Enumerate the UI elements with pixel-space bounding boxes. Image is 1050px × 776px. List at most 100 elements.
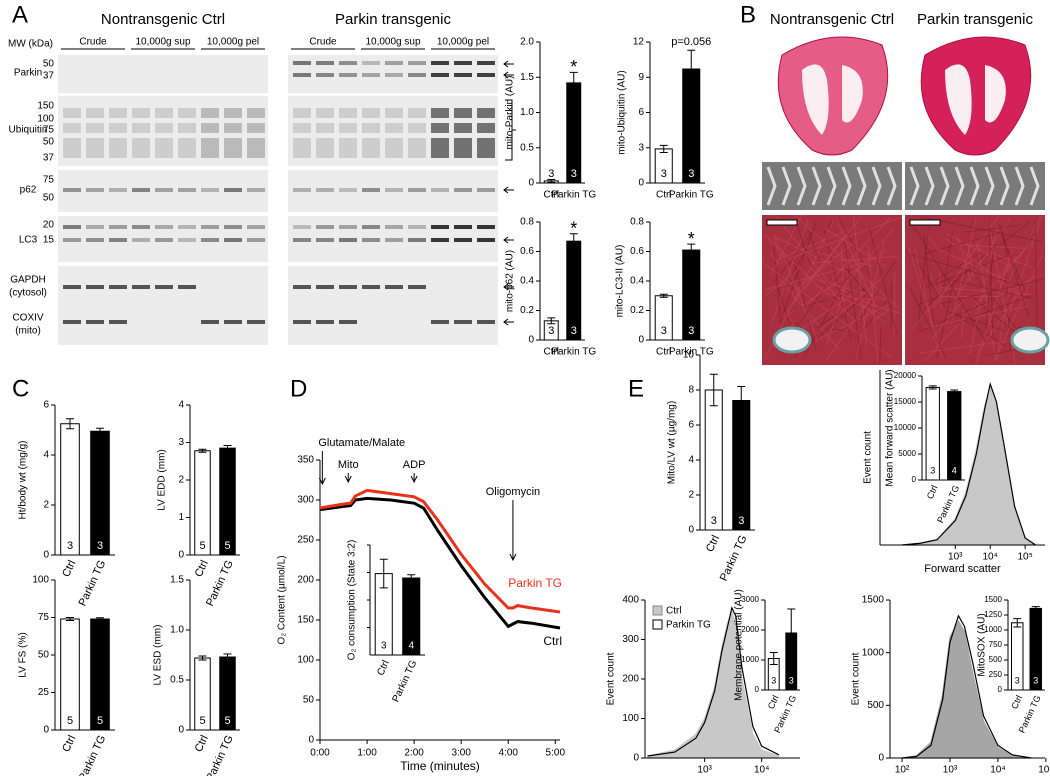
n-label: 3 bbox=[661, 168, 667, 180]
fiber-streak bbox=[977, 248, 1034, 268]
y-tick-label: 1.0 bbox=[520, 107, 534, 118]
fiber-streak bbox=[860, 260, 896, 320]
y-tick-label: 1000 bbox=[741, 655, 759, 664]
blot-band bbox=[454, 225, 472, 229]
y-axis-label: MitoSOX (AU) bbox=[977, 613, 988, 676]
blot-band bbox=[385, 61, 403, 65]
blot-band bbox=[293, 73, 311, 77]
blot-band bbox=[362, 238, 380, 242]
blot-band bbox=[362, 148, 380, 158]
blot-band bbox=[408, 148, 426, 158]
blot-band bbox=[431, 61, 449, 65]
y-tick-label: 2 bbox=[178, 475, 184, 486]
blot-band bbox=[132, 238, 150, 242]
blot-band bbox=[63, 225, 81, 229]
y-tick-label: 1.0 bbox=[170, 625, 184, 636]
blot-band bbox=[247, 188, 265, 192]
fiber-streak bbox=[998, 223, 1030, 318]
series-line bbox=[319, 496, 561, 630]
y-tick-label: 250 bbox=[989, 670, 1003, 679]
z-line bbox=[886, 166, 897, 206]
fiber-streak bbox=[772, 236, 784, 265]
error-bar bbox=[66, 617, 74, 621]
y-tick-label: 9 bbox=[638, 72, 644, 83]
blot-band bbox=[63, 138, 81, 148]
blot-band bbox=[293, 108, 311, 118]
blot-band bbox=[155, 188, 173, 192]
z-line bbox=[1014, 166, 1025, 206]
mw-label: 20 bbox=[43, 220, 55, 231]
x-tick-label: 5:00 bbox=[546, 748, 566, 759]
y-tick-label: 0.4 bbox=[520, 276, 534, 287]
x-tick-label: 10⁵ bbox=[1038, 765, 1050, 776]
legend-label: Ctrl bbox=[666, 606, 682, 617]
band-arrow bbox=[503, 236, 514, 244]
blot-band bbox=[362, 285, 380, 289]
blot-band bbox=[316, 225, 334, 229]
blot-band bbox=[201, 320, 219, 324]
blot-band bbox=[408, 61, 426, 65]
blot-band bbox=[63, 238, 81, 242]
blot-strip bbox=[58, 266, 268, 345]
histology-title: Parkin transgenic bbox=[917, 11, 1033, 28]
n-label: 3 bbox=[738, 515, 744, 527]
n-label: 3 bbox=[571, 325, 577, 337]
y-tick-label: 0 bbox=[43, 725, 49, 736]
blot-band bbox=[293, 320, 311, 324]
fiber-streak bbox=[826, 292, 887, 317]
blot-band bbox=[178, 123, 196, 133]
blot-band bbox=[201, 108, 219, 118]
blot-band bbox=[362, 108, 380, 118]
blot-band bbox=[201, 138, 219, 148]
blot-band bbox=[385, 148, 403, 158]
y-tick-label: 12 bbox=[633, 37, 645, 48]
blot-band bbox=[63, 123, 81, 133]
y-tick-label: 50 bbox=[303, 695, 315, 706]
blot-band bbox=[201, 148, 219, 158]
blot-band bbox=[477, 73, 495, 77]
blot-band bbox=[408, 285, 426, 289]
y-tick-label: 0 bbox=[178, 550, 184, 561]
n-label: 3 bbox=[548, 325, 554, 337]
y-tick-label: 1000 bbox=[984, 625, 1002, 634]
y-axis-label: Mito/LV wt (µg/mg) bbox=[667, 401, 678, 484]
fraction-label: Crude bbox=[309, 37, 337, 48]
z-line bbox=[1029, 166, 1040, 206]
annotation: Glutamate/Malate bbox=[318, 437, 405, 449]
blot-strip bbox=[58, 55, 268, 93]
error-bar bbox=[928, 385, 937, 390]
fiber-streak bbox=[940, 278, 1044, 305]
blot-band bbox=[132, 225, 150, 229]
blot-band bbox=[132, 285, 150, 289]
blot-band bbox=[477, 108, 495, 118]
blot-band bbox=[86, 138, 104, 148]
y-tick-label: 2 bbox=[43, 500, 49, 511]
histogram-line bbox=[902, 381, 1037, 546]
fiber-streak bbox=[907, 285, 947, 358]
blot-band bbox=[224, 188, 242, 192]
y-tick-label: 500 bbox=[867, 700, 884, 711]
fiber-streak bbox=[943, 230, 954, 289]
error-bar bbox=[379, 558, 388, 589]
y-tick-label: 0 bbox=[688, 525, 694, 536]
n-label: 3 bbox=[771, 675, 776, 685]
histogram-line bbox=[647, 606, 780, 757]
panel-label: C bbox=[12, 375, 29, 402]
y-tick-label: 300 bbox=[622, 634, 639, 645]
blot-band bbox=[454, 188, 472, 192]
z-line bbox=[999, 166, 1010, 206]
y-tick-label: 3 bbox=[178, 437, 184, 448]
y-tick-label: 0 bbox=[998, 685, 1003, 694]
fiber-streak bbox=[975, 276, 1018, 330]
fraction-label: Crude bbox=[79, 37, 107, 48]
error-bar bbox=[96, 427, 104, 435]
fiber-streak bbox=[765, 266, 802, 296]
legend-swatch bbox=[652, 605, 663, 616]
y-axis-label: mito-p62 (AU) bbox=[505, 250, 516, 312]
y-tick-label: 3000 bbox=[741, 595, 759, 604]
mw-label: 100 bbox=[37, 114, 54, 125]
blot-band bbox=[293, 225, 311, 229]
histogram-area bbox=[901, 619, 1032, 759]
annotation: Oligomycin bbox=[486, 486, 540, 498]
y-tick-label: 0 bbox=[633, 753, 639, 764]
